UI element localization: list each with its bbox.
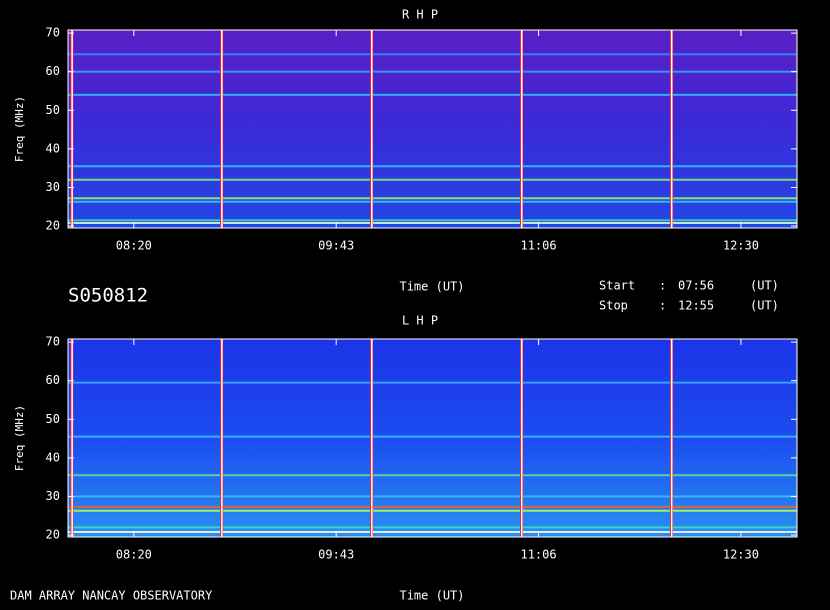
emission-band [68, 219, 797, 222]
time-marker-core [221, 30, 223, 228]
emission-band [68, 93, 797, 96]
time-marker-core [670, 30, 673, 228]
start-unit: (UT) [750, 279, 779, 293]
stop-label: Stop [599, 299, 628, 313]
emission-band [68, 70, 797, 73]
x-tick-label: 09:43 [318, 548, 354, 562]
y-axis-label: Freq (MHz) [13, 96, 26, 162]
emission-band [68, 526, 797, 529]
x-tick-label: 12:30 [723, 548, 759, 562]
emission-band [68, 197, 797, 200]
x-tick-label: 09:43 [318, 239, 354, 253]
plot-frame [67, 29, 798, 229]
y-tick-label: 50 [46, 103, 60, 117]
y-tick-label: 70 [46, 26, 60, 40]
stop-unit: (UT) [750, 299, 779, 313]
start-time: 07:56 [678, 279, 714, 293]
y-tick-label: 40 [46, 450, 60, 464]
emission-band [68, 435, 797, 438]
y-tick-label: 40 [46, 141, 60, 155]
emission-band [68, 53, 797, 56]
x-axis-label: Time (UT) [399, 280, 464, 294]
time-marker-core [670, 339, 673, 537]
observation-id: S050812 [68, 285, 148, 307]
stop-sep: : [659, 299, 666, 313]
emission-band [68, 200, 797, 203]
y-axis-label: Freq (MHz) [13, 405, 26, 471]
emission-band [68, 221, 797, 224]
emission-band [68, 505, 797, 508]
emission-band [68, 530, 797, 533]
time-marker-core [71, 339, 73, 537]
x-axis-label: Time (UT) [399, 589, 464, 603]
stop-time: 12:55 [678, 299, 714, 313]
time-marker-core [221, 339, 223, 537]
y-tick-label: 50 [46, 412, 60, 426]
time-marker-core [520, 339, 523, 537]
emission-band [68, 509, 797, 512]
emission-band [68, 474, 797, 477]
x-tick-label: 11:06 [520, 548, 556, 562]
y-tick-label: 20 [46, 528, 60, 542]
footer: DAM ARRAY NANCAY OBSERVATORY [10, 589, 213, 603]
x-tick-label: 11:06 [520, 239, 556, 253]
time-marker-core [371, 339, 373, 537]
start-label: Start [599, 279, 635, 293]
y-tick-label: 30 [46, 180, 60, 194]
spectrogram-background [68, 339, 797, 537]
x-tick-label: 08:20 [116, 548, 152, 562]
start-sep: : [659, 279, 666, 293]
emission-band [68, 178, 797, 181]
time-marker-core [520, 30, 523, 228]
emission-band [68, 165, 797, 168]
panel-title: R H P [402, 8, 438, 22]
panel-title: L H P [402, 314, 438, 328]
y-tick-label: 70 [46, 335, 60, 349]
spectrogram-background [68, 30, 797, 228]
x-tick-label: 08:20 [116, 239, 152, 253]
x-tick-label: 12:30 [723, 239, 759, 253]
y-tick-label: 30 [46, 489, 60, 503]
time-marker-core [371, 30, 373, 228]
emission-band [68, 381, 797, 384]
y-tick-label: 20 [46, 219, 60, 233]
emission-band [68, 495, 797, 498]
time-marker-core [71, 30, 73, 228]
y-tick-label: 60 [46, 64, 60, 78]
y-tick-label: 60 [46, 373, 60, 387]
plot-frame [67, 338, 798, 538]
